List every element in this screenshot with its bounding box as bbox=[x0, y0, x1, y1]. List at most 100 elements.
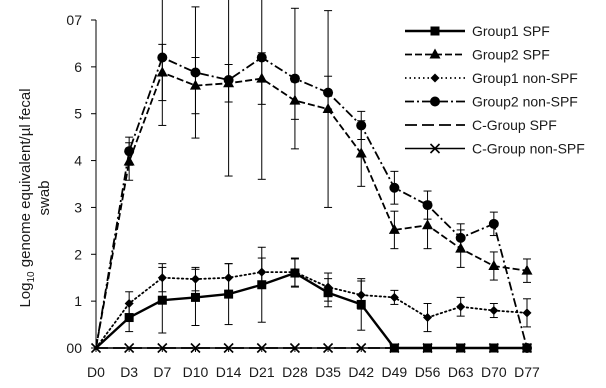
marker-group1-spf bbox=[257, 280, 267, 290]
x-tick-label: D63 bbox=[448, 364, 474, 380]
marker-c-group-non-spf bbox=[223, 342, 234, 354]
marker-group2-spf bbox=[488, 260, 500, 270]
marker-group2-spf bbox=[355, 147, 367, 158]
marker-group1-spf bbox=[124, 313, 134, 323]
marker-group2-non-spf bbox=[356, 120, 367, 131]
legend-label: Group2 non-SPF bbox=[472, 94, 578, 110]
legend-entry-c-group-non-spf: C-Group non-SPF bbox=[405, 141, 585, 157]
x-tick-label: D70 bbox=[481, 364, 507, 380]
marker-group2-spf bbox=[322, 103, 334, 114]
legend-label: Group2 SPF bbox=[472, 47, 550, 63]
marker-group1-spf bbox=[323, 288, 333, 298]
marker-group2-non-spf bbox=[190, 67, 201, 78]
y-axis-label-line1: Log10 genome equivalent/µl fecal bbox=[17, 88, 37, 307]
marker-group2-spf bbox=[521, 264, 533, 275]
x-tick-label: D49 bbox=[382, 364, 408, 380]
x-tick-label: D56 bbox=[415, 364, 441, 380]
marker-group2-spf bbox=[189, 79, 201, 90]
marker-group1-spf bbox=[157, 295, 167, 305]
marker-c-group-non-spf bbox=[289, 342, 300, 354]
marker-c-group-non-spf bbox=[455, 342, 466, 354]
marker-group2-non-spf bbox=[256, 52, 267, 63]
y-tick-label: 3 bbox=[74, 199, 82, 215]
marker-group2-spf bbox=[256, 72, 268, 83]
legend-swatch-marker bbox=[430, 73, 440, 83]
x-tick-label: D10 bbox=[183, 364, 209, 380]
legend-swatch-marker bbox=[430, 96, 440, 107]
marker-group2-non-spf bbox=[455, 232, 466, 243]
legend-swatch-marker bbox=[429, 143, 441, 154]
marker-c-group-non-spf bbox=[157, 342, 168, 354]
legend-entry-group2-spf: Group2 SPF bbox=[405, 47, 550, 63]
marker-group2-spf bbox=[289, 94, 301, 105]
marker-group2-non-spf bbox=[323, 87, 334, 98]
y-axis-label-rest: genome equivalent/µl fecal bbox=[17, 88, 34, 271]
legend-swatch-marker bbox=[430, 26, 440, 36]
marker-group2-non-spf bbox=[389, 182, 400, 193]
y-tick-label: 00 bbox=[66, 340, 82, 356]
x-tick-label: D35 bbox=[315, 364, 341, 380]
marker-group1-non-spf bbox=[224, 273, 234, 283]
marker-group1-spf bbox=[356, 299, 366, 309]
marker-group1-non-spf bbox=[522, 308, 532, 318]
error-bar-group2-non-spf bbox=[224, 0, 233, 177]
marker-c-group-non-spf bbox=[356, 342, 367, 354]
x-tick-label: D0 bbox=[87, 364, 105, 380]
marker-group1-non-spf bbox=[157, 273, 167, 283]
legend-entry-group2-non-spf: Group2 non-SPF bbox=[405, 94, 578, 110]
legend-entry-c-group-spf: C-Group SPF bbox=[405, 117, 557, 133]
marker-group2-spf bbox=[422, 219, 434, 230]
series-line-group1-non-spf bbox=[95, 271, 528, 349]
marker-group1-non-spf bbox=[290, 267, 300, 277]
marker-group2-spf bbox=[123, 155, 135, 166]
series-line-group2-non-spf bbox=[95, 56, 528, 349]
marker-c-group-non-spf bbox=[124, 342, 135, 354]
marker-group2-spf bbox=[455, 242, 467, 253]
marker-c-group-non-spf bbox=[389, 342, 400, 354]
marker-group1-non-spf bbox=[124, 298, 134, 308]
legend-label: Group1 SPF bbox=[472, 23, 550, 39]
marker-group1-spf bbox=[190, 292, 200, 302]
marker-group2-non-spf bbox=[124, 146, 135, 157]
marker-c-group-non-spf bbox=[190, 342, 201, 354]
series-line-group2-spf bbox=[95, 71, 528, 349]
x-tick-label: D28 bbox=[282, 364, 308, 380]
y-axis-label-line2: swab bbox=[36, 180, 53, 215]
y-tick-labels: 00 1 2 3 4 5 6 07 bbox=[66, 12, 96, 356]
x-tick-label: D42 bbox=[348, 364, 374, 380]
y-tick-label: 6 bbox=[74, 59, 82, 75]
marker-c-group-non-spf bbox=[90, 342, 102, 354]
marker-group1-spf bbox=[224, 289, 234, 299]
x-tick-labels: D0 D3 D7 D10 D14 D21 D28 D35 D42 D49 D56 D63 D70 D77 bbox=[87, 348, 540, 380]
y-tick-label: 1 bbox=[74, 293, 82, 309]
marker-group2-non-spf bbox=[289, 73, 300, 84]
marker-group1-non-spf bbox=[423, 313, 433, 323]
marker-group1-non-spf bbox=[257, 267, 267, 277]
y-axis-label-subscript: 10 bbox=[26, 271, 37, 283]
marker-group1-non-spf bbox=[323, 282, 333, 292]
marker-c-group-non-spf bbox=[521, 342, 533, 354]
y-tick-label: 2 bbox=[74, 246, 82, 262]
y-tick-label: 07 bbox=[66, 12, 82, 28]
marker-group2-non-spf bbox=[157, 52, 168, 63]
legend-label: C-Group non-SPF bbox=[472, 141, 585, 157]
marker-c-group-non-spf bbox=[422, 342, 433, 354]
legend-entry-group1-non-spf: Group1 non-SPF bbox=[405, 70, 578, 86]
x-tick-label: D7 bbox=[153, 364, 171, 380]
marker-group1-non-spf bbox=[356, 290, 366, 300]
marker-c-group-non-spf bbox=[323, 342, 334, 354]
x-tick-label: D77 bbox=[514, 364, 540, 380]
y-tick-label: 5 bbox=[74, 106, 82, 122]
marker-group1-non-spf bbox=[389, 292, 399, 302]
marker-c-group-non-spf bbox=[488, 342, 499, 354]
legend-entry-group1-spf: Group1 SPF bbox=[405, 23, 550, 39]
marker-group1-non-spf bbox=[456, 302, 466, 312]
legend-swatch-marker bbox=[429, 48, 441, 59]
legend-label: Group1 non-SPF bbox=[472, 70, 578, 86]
legend: Group1 SPF Group2 SPF Group1 non-SPF Group2… bbox=[405, 23, 585, 157]
marker-c-group-non-spf bbox=[256, 342, 267, 354]
marker-group2-non-spf bbox=[488, 218, 499, 229]
marker-group2-non-spf bbox=[422, 200, 433, 211]
